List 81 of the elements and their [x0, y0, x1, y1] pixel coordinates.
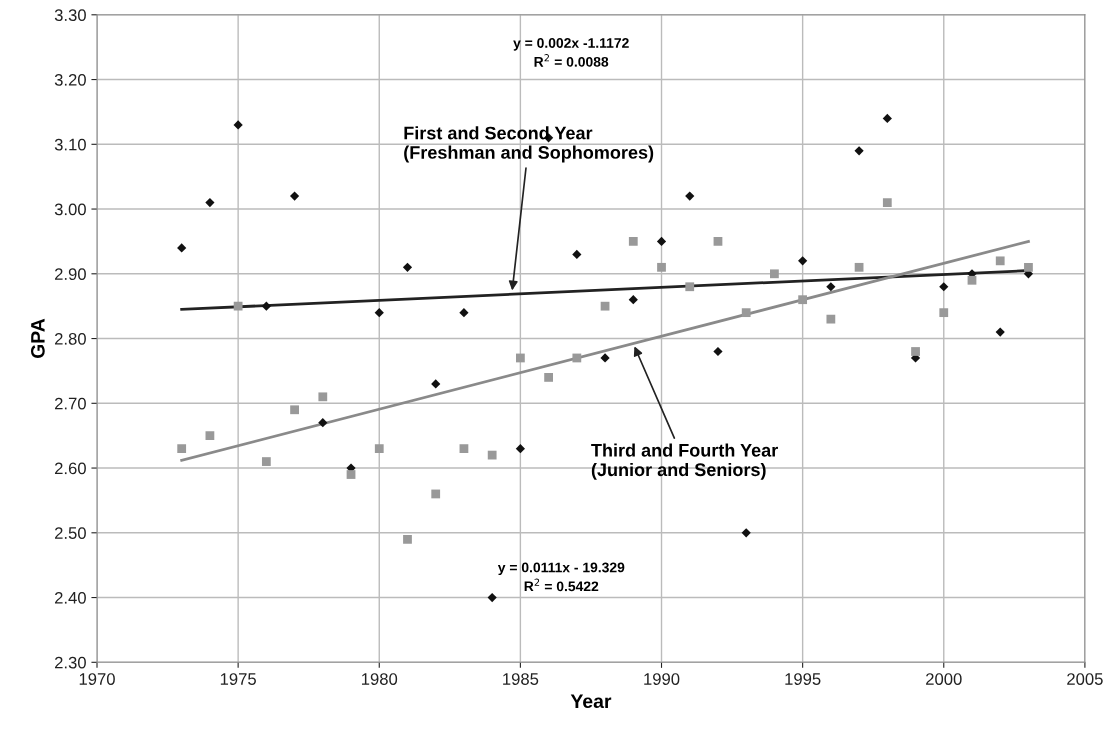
point	[318, 418, 328, 428]
point	[854, 262, 864, 272]
point	[346, 470, 356, 479]
y-tick-label: 2.90	[54, 268, 86, 280]
point	[657, 262, 666, 272]
point	[402, 262, 413, 272]
point	[515, 353, 525, 363]
point	[995, 256, 1005, 266]
point	[261, 457, 271, 466]
annotation: y = 0.002x -1.1172 R$^{2}$ = 0.0088	[513, 38, 629, 67]
point	[911, 347, 920, 356]
point	[261, 301, 271, 311]
x-tick-label: 1980	[361, 673, 398, 685]
y-tick-label: 3.20	[54, 73, 86, 86]
point	[798, 295, 808, 305]
x-tick-label: 1985	[503, 673, 539, 685]
point	[289, 191, 300, 201]
y-tick-label: 2.60	[54, 462, 86, 475]
x-tick-label: 2005	[1067, 673, 1103, 685]
point	[713, 346, 723, 357]
point	[882, 113, 892, 124]
point	[1024, 262, 1033, 272]
point	[656, 236, 667, 247]
annotation: y = 0.0111x - 19.329 R$^{2}$ = 0.5422	[497, 562, 625, 592]
point	[741, 528, 751, 538]
x-tick-label: 1990	[644, 673, 680, 685]
point	[459, 444, 469, 454]
point	[713, 237, 723, 246]
point	[205, 431, 215, 441]
y-tick-label: 2.80	[54, 332, 86, 345]
y-tick-label: 2.40	[54, 591, 86, 604]
point	[854, 146, 864, 156]
y-tick-label: 3.00	[54, 203, 86, 216]
annotation: First and Second Year (Freshman and Sophomores)	[404, 126, 654, 163]
point	[882, 198, 892, 207]
point	[403, 534, 412, 544]
point	[572, 353, 582, 363]
x-tick-label: 1970	[79, 673, 115, 685]
point	[770, 269, 779, 279]
point	[544, 373, 553, 382]
y-tick-label: 3.30	[54, 9, 86, 21]
point	[487, 592, 497, 603]
point	[290, 405, 299, 415]
annotation: Third and Fourth Year (Junior and Seniors)	[591, 443, 778, 480]
point	[431, 489, 441, 499]
point	[431, 379, 441, 389]
point	[600, 301, 610, 311]
point	[515, 444, 525, 454]
x-tick-label: 2000	[926, 673, 962, 685]
point	[374, 444, 384, 454]
point	[628, 295, 638, 305]
point	[628, 237, 638, 246]
y-axis-title: GPA	[30, 318, 45, 359]
x-tick-label: 1975	[220, 673, 256, 685]
point	[685, 191, 695, 201]
point	[685, 282, 695, 292]
point	[939, 308, 949, 318]
point	[318, 392, 328, 402]
y-tick-label: 2.30	[54, 656, 86, 669]
point	[374, 308, 384, 318]
point	[798, 256, 808, 266]
point	[826, 282, 836, 292]
point	[826, 314, 836, 324]
x-tick-label: 1995	[785, 673, 821, 685]
point	[995, 327, 1005, 337]
point	[205, 197, 215, 208]
point	[572, 249, 582, 259]
y-tick-label: 3.10	[54, 138, 86, 151]
y-tick-label: 2.70	[54, 397, 86, 410]
point	[939, 282, 949, 292]
point	[967, 275, 977, 285]
point	[741, 308, 751, 318]
point	[177, 444, 187, 454]
point	[487, 450, 497, 460]
x-axis-title: Year	[570, 694, 612, 709]
point	[459, 308, 469, 318]
point	[600, 353, 610, 363]
y-tick-label: 2.50	[54, 527, 86, 539]
point	[177, 243, 187, 253]
point	[233, 120, 243, 130]
point	[233, 301, 243, 311]
